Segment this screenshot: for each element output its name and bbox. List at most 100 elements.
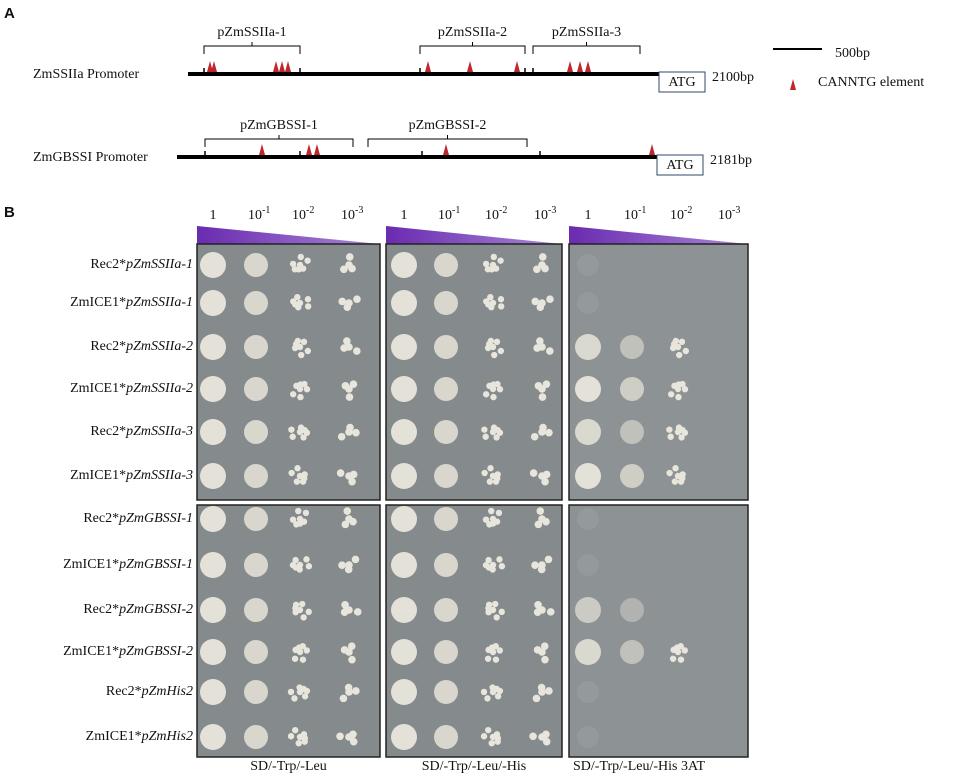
colony <box>490 381 497 388</box>
colony <box>537 683 546 692</box>
length-label: 2181bp <box>710 153 752 168</box>
colony <box>300 338 308 346</box>
element-marker <box>211 61 217 72</box>
colony <box>498 608 505 616</box>
bait: pZmSSIIa-3 <box>125 424 193 439</box>
colony <box>481 469 488 477</box>
spot <box>434 640 458 664</box>
dilution-label: 10-2 <box>670 205 692 223</box>
dilution-wedge <box>197 226 380 244</box>
element-marker <box>577 61 583 72</box>
spot <box>620 377 644 401</box>
colony <box>673 644 681 651</box>
dilution-label: 1 <box>585 208 592 223</box>
colony <box>294 465 301 472</box>
spot <box>391 376 417 402</box>
colony <box>298 351 305 359</box>
spot <box>620 640 644 664</box>
spot <box>244 553 268 577</box>
colony <box>531 561 539 569</box>
spot <box>577 681 599 703</box>
colony <box>671 478 679 485</box>
colony <box>496 386 504 393</box>
colony <box>340 608 349 616</box>
colony <box>289 391 297 398</box>
colony <box>491 351 498 359</box>
dilution-base: 10 <box>341 208 355 223</box>
spot <box>434 725 458 749</box>
legend-label: CANNTG element <box>818 75 924 90</box>
colony <box>353 347 361 355</box>
colony <box>667 433 674 440</box>
colony <box>536 507 545 515</box>
spot <box>391 252 417 278</box>
spot <box>200 463 226 489</box>
colony <box>292 564 300 571</box>
atg-label: ATG <box>668 75 695 90</box>
colony <box>352 687 360 695</box>
colony <box>295 739 302 747</box>
colony <box>301 475 308 482</box>
colony <box>303 647 310 654</box>
row-label: ZmICE1*pZmSSIIa-3 <box>70 468 193 483</box>
colony <box>299 656 307 663</box>
colony <box>340 646 349 654</box>
colony <box>534 382 543 390</box>
colony <box>497 257 504 264</box>
spot <box>244 507 268 531</box>
colony <box>542 737 551 746</box>
dilution-base: 10 <box>534 208 548 223</box>
colony <box>289 433 296 440</box>
colony <box>296 520 304 527</box>
bait: pZmSSIIa-2 <box>125 381 193 396</box>
colony <box>301 426 308 434</box>
colony <box>493 338 501 346</box>
bait: pZmSSIIa-2 <box>125 339 193 354</box>
dilution-label: 10-1 <box>624 205 646 223</box>
row-label: Rec2*pZmHis2 <box>106 684 193 699</box>
colony <box>540 642 549 651</box>
strain: Rec2* <box>90 424 126 439</box>
dilution-label: 10-2 <box>485 205 507 223</box>
colony <box>546 608 555 616</box>
colony <box>487 465 494 472</box>
colony <box>541 264 549 273</box>
colony <box>679 475 686 482</box>
spot <box>434 420 458 444</box>
panel-label: B <box>4 204 15 221</box>
row-label: Rec2*pZmGBSSI-1 <box>83 511 193 526</box>
colony <box>531 297 540 306</box>
colony <box>482 391 490 398</box>
spot <box>200 506 226 532</box>
colony <box>349 730 357 739</box>
colony <box>303 556 310 563</box>
colony <box>486 478 494 485</box>
colony <box>676 351 683 359</box>
colony <box>538 253 547 261</box>
fragment-label: pZmGBSSI-2 <box>409 118 487 133</box>
bait: pZmHis2 <box>141 729 193 744</box>
strain: ZmICE1* <box>70 295 126 310</box>
element-marker <box>567 61 573 72</box>
dilution-base: 10 <box>718 208 732 223</box>
colony <box>490 393 497 401</box>
colony <box>291 655 299 662</box>
bait: pZmGBSSI-1 <box>118 511 193 526</box>
strain: ZmICE1* <box>70 468 126 483</box>
colony <box>343 507 352 515</box>
colony <box>670 340 678 348</box>
colony <box>340 265 348 274</box>
panel-label: A <box>4 5 15 22</box>
spot <box>577 292 599 314</box>
row-label: ZmICE1*pZmHis2 <box>86 729 193 744</box>
colony <box>338 561 346 569</box>
dilution-wedge <box>569 226 748 244</box>
colony <box>482 516 490 523</box>
colony <box>338 297 347 306</box>
colony <box>300 685 307 693</box>
scale-label: 500bp <box>835 46 870 61</box>
spot <box>434 253 458 277</box>
plate <box>196 243 381 501</box>
colony <box>304 296 312 303</box>
spot <box>575 597 601 623</box>
